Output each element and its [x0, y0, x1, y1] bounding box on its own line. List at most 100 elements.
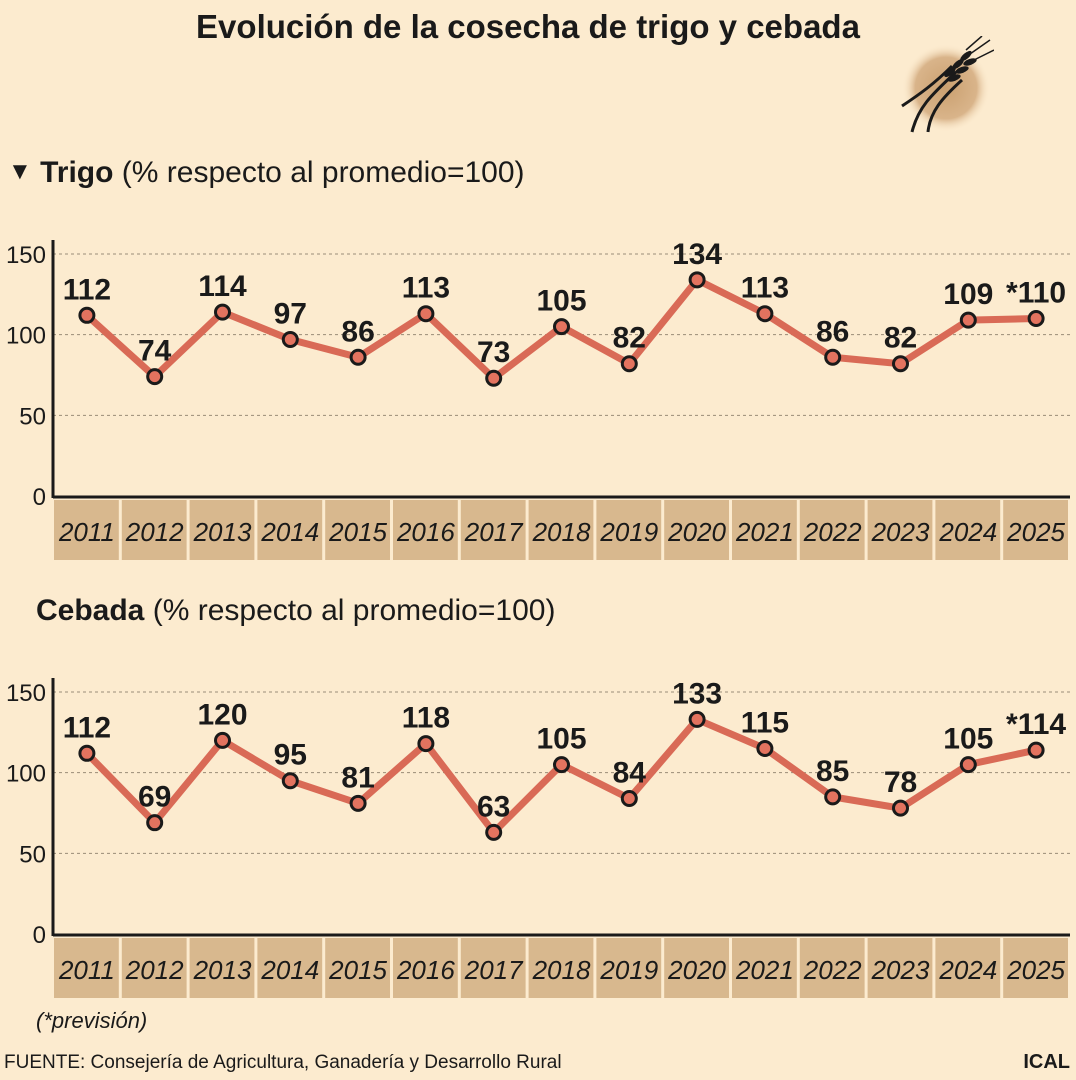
x-tick-label: 2021: [735, 955, 794, 985]
x-tick-label: 2016: [396, 955, 455, 985]
year-band: [596, 500, 662, 560]
year-band: [121, 500, 187, 560]
year-band: [257, 500, 323, 560]
y-tick-label: 100: [6, 761, 46, 788]
data-label: 95: [274, 739, 307, 772]
x-tick-label: 2019: [599, 955, 658, 985]
data-point: [1027, 310, 1045, 328]
data-label: 63: [477, 790, 510, 823]
data-point: [281, 331, 299, 349]
data-label: 82: [884, 322, 917, 355]
data-label: 118: [402, 702, 450, 735]
year-band: [189, 938, 255, 998]
data-label: 105: [536, 285, 586, 318]
data-label: 105: [536, 723, 586, 756]
x-tick-label: 2023: [871, 517, 930, 547]
data-label: *114: [1006, 708, 1066, 741]
data-point: [756, 739, 774, 757]
data-point: [78, 306, 96, 324]
data-point: [824, 348, 842, 366]
y-tick-label: 0: [33, 922, 46, 949]
data-point: [959, 756, 977, 774]
chart-subtitle: (% respecto al promedio=100): [152, 594, 556, 627]
year-band: [528, 938, 594, 998]
year-band: [1003, 500, 1068, 560]
data-label: 97: [274, 298, 307, 331]
data-point: [214, 731, 231, 749]
chart-heading-trigo: ▼ Trigo (% respecto al promedio=100): [8, 156, 525, 190]
x-tick-label: 2018: [532, 517, 591, 547]
data-point: [553, 756, 570, 774]
x-tick-label: 2016: [396, 517, 455, 547]
data-point: [485, 369, 503, 387]
x-tick-label: 2025: [1006, 955, 1065, 985]
x-tick-label: 2022: [803, 517, 862, 547]
x-tick-label: 2020: [667, 955, 726, 985]
x-tick-label: 2011: [58, 955, 115, 985]
footnote: (*previsión): [36, 1008, 148, 1033]
year-band: [867, 938, 933, 998]
x-tick-label: 2019: [599, 517, 658, 547]
data-point: [892, 799, 909, 817]
year-band: [121, 938, 187, 998]
year-band: [393, 500, 458, 560]
y-tick-label: 100: [6, 323, 46, 350]
data-label: 105: [943, 723, 993, 756]
triangle-down-icon: ▼: [8, 158, 32, 185]
year-band: [528, 500, 594, 560]
data-label: 113: [402, 272, 450, 305]
data-label: *110: [1006, 277, 1066, 310]
data-label: 86: [816, 315, 849, 348]
year-band: [664, 500, 729, 560]
chart-title: Trigo: [40, 156, 114, 189]
x-tick-label: 2011: [58, 517, 115, 547]
data-label: 84: [613, 756, 647, 789]
x-tick-label: 2013: [193, 955, 252, 985]
data-point: [349, 794, 367, 812]
chart-heading-cebada: Cebada (% respecto al promedio=100): [36, 594, 555, 628]
data-point: [959, 311, 977, 329]
data-point: [824, 788, 842, 806]
page-title: Evolución de la cosecha de trigo y cebad…: [196, 8, 860, 45]
data-label: 69: [138, 781, 171, 814]
year-band: [257, 938, 323, 998]
data-point: [78, 744, 96, 762]
data-label: 113: [741, 272, 789, 305]
x-tick-label: 2018: [532, 955, 591, 985]
source-note: FUENTE: Consejería de Agricultura, Ganad…: [4, 1052, 562, 1073]
x-tick-label: 2024: [938, 955, 997, 985]
x-tick-label: 2022: [803, 955, 862, 985]
data-point: [281, 772, 299, 790]
data-point: [553, 318, 570, 336]
year-band: [393, 938, 458, 998]
chart-subtitle: (% respecto al promedio=100): [121, 156, 525, 189]
y-tick-label: 50: [19, 403, 46, 430]
chart-title: Cebada: [36, 594, 145, 627]
y-tick-label: 150: [6, 242, 46, 269]
data-point: [349, 348, 367, 366]
data-label: 74: [138, 335, 172, 368]
data-point: [892, 355, 909, 373]
data-label: 112: [63, 711, 111, 744]
data-label: 85: [816, 755, 849, 788]
cebada-chart: 0 50 100 150 2011 2012 2013 2014 2015 2016 2017 201…: [6, 677, 1070, 998]
year-band: [732, 500, 797, 560]
year-band: [799, 938, 865, 998]
y-tick-label: 50: [19, 841, 46, 868]
year-band: [732, 938, 797, 998]
year-band: [799, 500, 865, 560]
data-label: 86: [341, 315, 374, 348]
x-tick-label: 2014: [260, 955, 319, 985]
data-label: 134: [672, 238, 722, 271]
data-label: 82: [613, 322, 646, 355]
x-tick-label: 2021: [735, 517, 794, 547]
data-label: 112: [63, 273, 111, 306]
data-label: 73: [477, 336, 510, 369]
year-band: [935, 938, 1001, 998]
x-tick-label: 2020: [667, 517, 726, 547]
data-point: [620, 355, 638, 373]
x-tick-label: 2013: [193, 517, 252, 547]
data-point: [146, 368, 164, 386]
data-label: 133: [672, 677, 722, 710]
data-label: 78: [884, 766, 917, 799]
